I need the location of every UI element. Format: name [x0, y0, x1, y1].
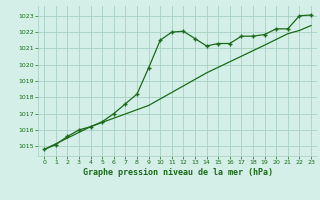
X-axis label: Graphe pression niveau de la mer (hPa): Graphe pression niveau de la mer (hPa) [83, 168, 273, 177]
